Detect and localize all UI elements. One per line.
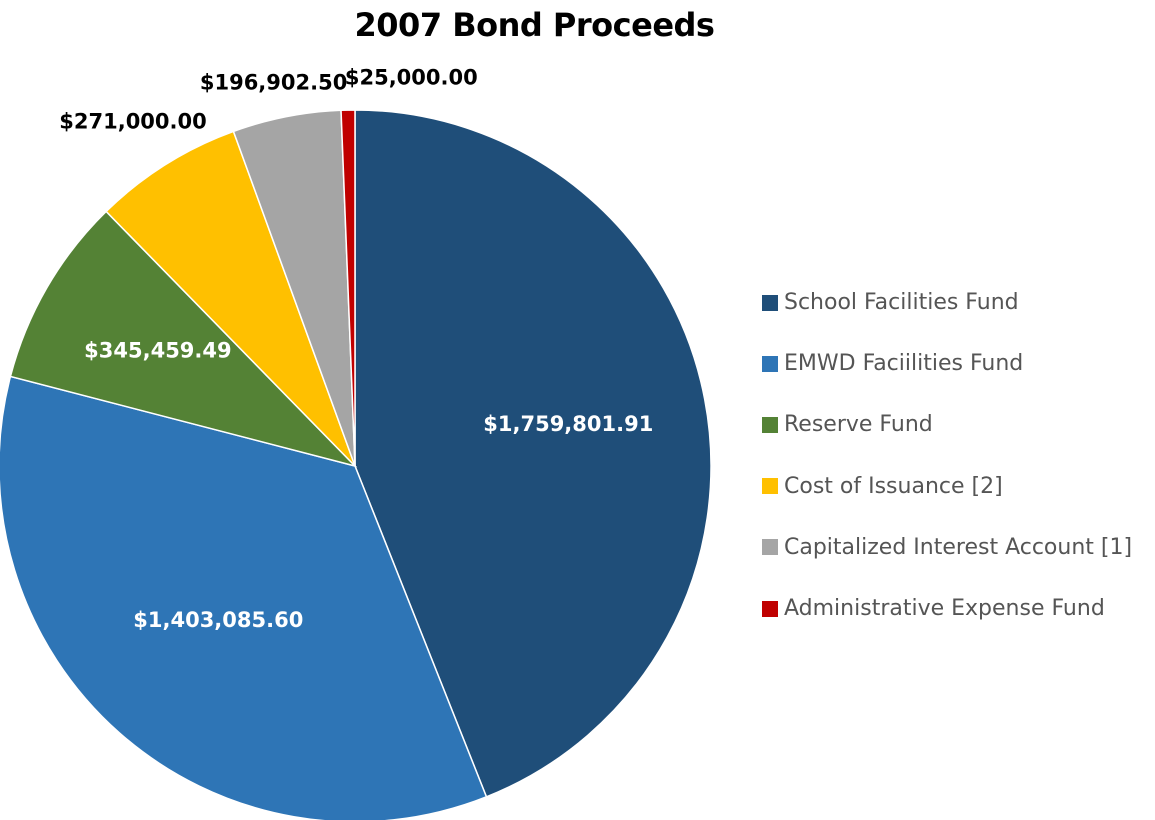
- legend-item: EMWD Faciilities Fund: [762, 333, 1132, 394]
- legend-label: Capitalized Interest Account [1]: [784, 534, 1133, 560]
- pie-slice: [9, 210, 358, 468]
- pie-slice: [354, 109, 712, 798]
- legend-label: School Facilities Fund: [784, 290, 1019, 316]
- legend-item: Administrative Expense Fund: [762, 578, 1132, 639]
- pie-data-labels: $1,759,801.91 $1,403,085.60 $345,459.49 $27…: [59, 66, 653, 632]
- pie-slice: [105, 130, 356, 467]
- legend: School Facilities Fund EMWD Faciilities …: [762, 272, 1132, 639]
- pie-data-label: $1,759,801.91: [483, 412, 653, 436]
- pie-slice: [0, 375, 488, 820]
- pie-data-label: $196,902.50: [200, 71, 347, 95]
- legend-swatch: [762, 355, 778, 372]
- legend-item: Reserve Fund: [762, 394, 1132, 455]
- legend-item: Capitalized Interest Account [1]: [762, 517, 1132, 578]
- legend-swatch: [762, 478, 778, 495]
- pie-data-label: $271,000.00: [59, 109, 206, 133]
- legend-label: Reserve Fund: [784, 412, 933, 438]
- legend-label: Administrative Expense Fund: [784, 596, 1105, 622]
- legend-label: Cost of Issuance [2]: [784, 473, 1003, 499]
- chart-title: 2007 Bond Proceeds: [354, 6, 715, 44]
- pie-data-label: $345,459.49: [84, 339, 231, 363]
- pie-slices: [0, 109, 712, 820]
- legend-label: EMWD Faciilities Fund: [784, 351, 1024, 377]
- legend-swatch: [762, 294, 778, 311]
- legend-item: Cost of Issuance [2]: [762, 456, 1132, 517]
- pie-data-label: $1,403,085.60: [133, 608, 303, 632]
- legend-swatch: [762, 600, 778, 617]
- pie-data-label: $25,000.00: [345, 66, 478, 90]
- legend-swatch: [762, 539, 778, 556]
- pie-slice: [340, 109, 356, 467]
- legend-swatch: [762, 416, 778, 433]
- legend-item: School Facilities Fund: [762, 272, 1132, 333]
